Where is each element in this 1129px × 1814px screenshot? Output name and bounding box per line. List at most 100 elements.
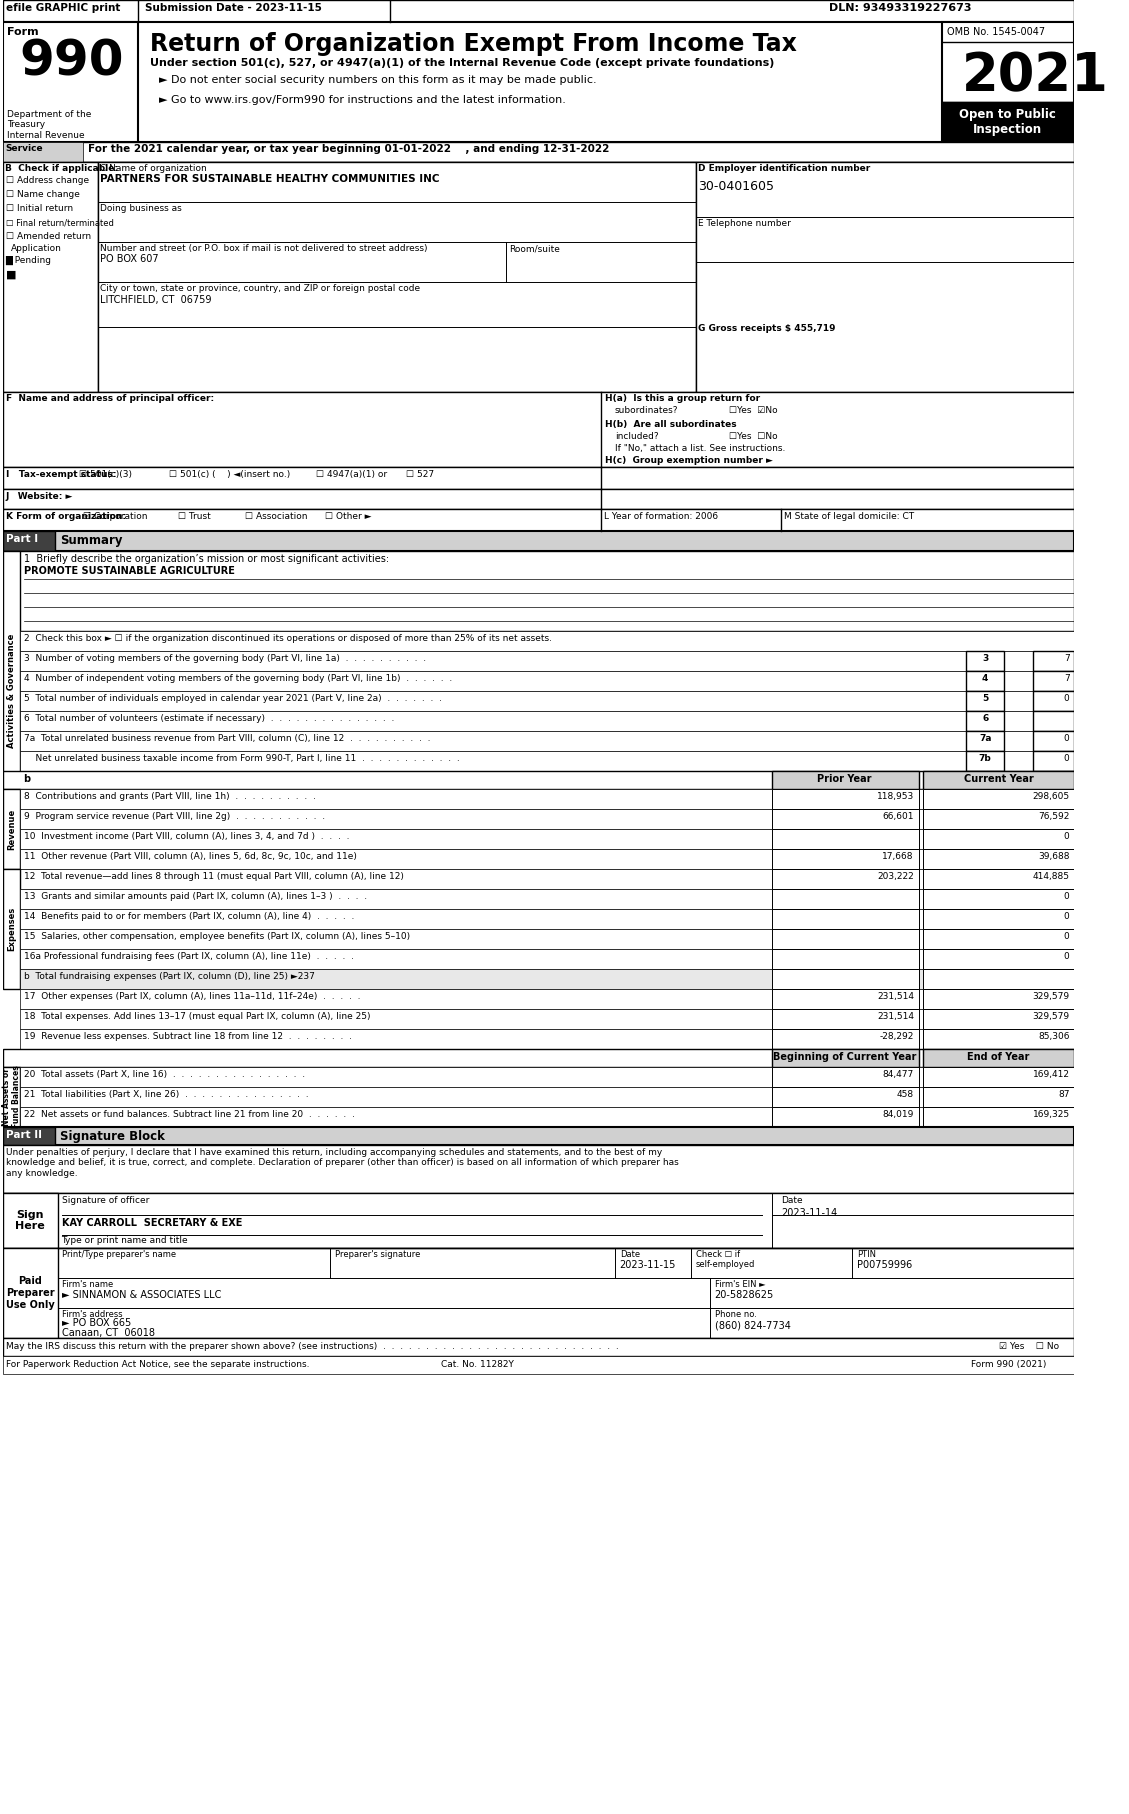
Text: included?: included?: [615, 432, 658, 441]
Text: ☐ 501(c) (    ) ◄(insert no.): ☐ 501(c) ( ) ◄(insert no.): [169, 470, 290, 479]
Bar: [771, 1029, 919, 1048]
Text: subordinates?: subordinates?: [615, 406, 679, 415]
Text: Cat. No. 11282Y: Cat. No. 11282Y: [441, 1360, 514, 1370]
Text: Service: Service: [6, 143, 43, 152]
Text: ► PO BOX 665: ► PO BOX 665: [62, 1319, 131, 1328]
Bar: [771, 829, 919, 849]
Bar: [2, 1339, 1075, 1357]
Bar: [943, 102, 1075, 141]
Text: 13  Grants and similar amounts paid (Part IX, column (A), lines 1–3 )  .  .  .  : 13 Grants and similar amounts paid (Part…: [24, 892, 367, 902]
Text: ☐ 527: ☐ 527: [406, 470, 435, 479]
Bar: [1033, 691, 1075, 711]
Text: 84,477: 84,477: [883, 1070, 914, 1079]
Text: Current Year: Current Year: [963, 775, 1033, 784]
Text: efile GRAPHIC print: efile GRAPHIC print: [6, 4, 120, 13]
Text: PTIN: PTIN: [857, 1250, 876, 1259]
Bar: [20, 631, 1075, 651]
Bar: [2, 1048, 1075, 1067]
Bar: [1033, 711, 1075, 731]
Text: L Year of formation: 2006: L Year of formation: 2006: [604, 512, 718, 521]
Text: 0: 0: [1064, 932, 1069, 941]
Text: 4  Number of independent voting members of the governing body (Part VI, line 1b): 4 Number of independent voting members o…: [24, 675, 452, 684]
Text: Application: Application: [11, 245, 62, 252]
Bar: [20, 671, 1075, 691]
Text: b: b: [24, 775, 30, 784]
Text: ☐ 4947(a)(1) or: ☐ 4947(a)(1) or: [316, 470, 387, 479]
Text: 118,953: 118,953: [877, 793, 914, 802]
Text: Paid
Preparer
Use Only: Paid Preparer Use Only: [6, 1277, 54, 1310]
Text: Room/suite: Room/suite: [509, 245, 560, 252]
Text: Part II: Part II: [6, 1130, 42, 1139]
Text: 84,019: 84,019: [883, 1110, 914, 1119]
Bar: [771, 1009, 919, 1029]
Text: Date: Date: [620, 1250, 640, 1259]
Bar: [771, 889, 919, 909]
Text: 39,688: 39,688: [1038, 853, 1069, 862]
Bar: [771, 929, 919, 949]
Text: Phone no.: Phone no.: [715, 1310, 756, 1319]
Bar: [1033, 651, 1075, 671]
Text: 169,325: 169,325: [1033, 1110, 1069, 1119]
Bar: [20, 691, 1075, 711]
Bar: [924, 949, 1075, 969]
Bar: [20, 949, 1075, 969]
Text: Open to Public
Inspection: Open to Public Inspection: [960, 109, 1057, 136]
Text: Submission Date - 2023-11-15: Submission Date - 2023-11-15: [146, 4, 322, 13]
Text: 15  Salaries, other compensation, employee benefits (Part IX, column (A), lines : 15 Salaries, other compensation, employe…: [24, 932, 410, 941]
Bar: [924, 889, 1075, 909]
Text: Firm's address: Firm's address: [62, 1310, 122, 1319]
Bar: [2, 392, 1075, 466]
Bar: [20, 969, 1075, 989]
Text: ☑ Corporation: ☑ Corporation: [84, 512, 148, 521]
Text: 414,885: 414,885: [1033, 873, 1069, 882]
Bar: [943, 22, 1075, 141]
Text: b  Total fundraising expenses (Part IX, column (D), line 25) ►237: b Total fundraising expenses (Part IX, c…: [24, 972, 315, 981]
Text: ► Do not enter social security numbers on this form as it may be made public.: ► Do not enter social security numbers o…: [159, 74, 597, 85]
Bar: [20, 849, 1075, 869]
Text: 21  Total liabilities (Part X, line 26)  .  .  .  .  .  .  .  .  .  .  .  .  .  : 21 Total liabilities (Part X, line 26) .…: [24, 1090, 308, 1099]
Text: Type or print name and title: Type or print name and title: [62, 1235, 189, 1244]
Text: ■: ■: [6, 270, 16, 279]
Text: 5: 5: [982, 695, 988, 704]
Text: 298,605: 298,605: [1033, 793, 1069, 802]
Bar: [2, 161, 97, 392]
Text: If "No," attach a list. See instructions.: If "No," attach a list. See instructions…: [615, 444, 786, 454]
Bar: [2, 1126, 1075, 1145]
Text: Summary: Summary: [60, 533, 122, 548]
Text: 0: 0: [1064, 912, 1069, 922]
Text: Date: Date: [781, 1195, 803, 1204]
Text: 0: 0: [1064, 952, 1069, 961]
Text: 20-5828625: 20-5828625: [715, 1290, 773, 1301]
Text: 2023-11-14: 2023-11-14: [781, 1208, 838, 1217]
Bar: [2, 1357, 1075, 1373]
Text: Return of Organization Exempt From Income Tax: Return of Organization Exempt From Incom…: [150, 33, 797, 56]
Bar: [924, 1009, 1075, 1029]
Text: End of Year: End of Year: [968, 1052, 1030, 1061]
Bar: [771, 809, 919, 829]
Text: 11  Other revenue (Part VIII, column (A), lines 5, 6d, 8c, 9c, 10c, and 11e): 11 Other revenue (Part VIII, column (A),…: [24, 853, 357, 862]
Text: Doing business as: Doing business as: [100, 203, 182, 212]
Text: 0: 0: [1064, 755, 1069, 764]
Bar: [20, 1067, 1075, 1087]
Text: PROMOTE SUSTAINABLE AGRICULTURE: PROMOTE SUSTAINABLE AGRICULTURE: [24, 566, 235, 577]
Text: B  Check if applicable:: B Check if applicable:: [5, 163, 117, 172]
Text: ☐ Name change: ☐ Name change: [6, 190, 79, 200]
Text: PO BOX 607: PO BOX 607: [100, 254, 159, 265]
Bar: [2, 0, 1075, 22]
Bar: [966, 711, 1004, 731]
Text: (860) 824-7734: (860) 824-7734: [715, 1321, 790, 1330]
Text: █ Pending: █ Pending: [6, 256, 52, 265]
Text: For Paperwork Reduction Act Notice, see the separate instructions.: For Paperwork Reduction Act Notice, see …: [6, 1360, 309, 1370]
Bar: [20, 1087, 1075, 1107]
Bar: [20, 929, 1075, 949]
Bar: [2, 466, 1075, 490]
Bar: [2, 161, 1075, 392]
Text: H(a)  Is this a group return for: H(a) Is this a group return for: [605, 394, 761, 403]
Text: ☑ Yes    ☐ No: ☑ Yes ☐ No: [999, 1342, 1059, 1351]
Text: 329,579: 329,579: [1033, 992, 1069, 1001]
Bar: [20, 731, 1075, 751]
Bar: [771, 789, 919, 809]
Text: 66,601: 66,601: [883, 813, 914, 822]
Bar: [20, 1107, 1075, 1126]
Bar: [924, 849, 1075, 869]
